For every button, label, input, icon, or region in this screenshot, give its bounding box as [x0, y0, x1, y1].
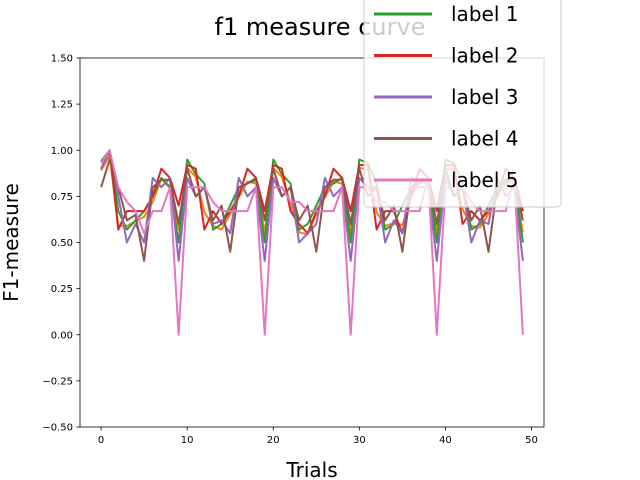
y-axis-ticks: −0.50 −0.25 0.00 0.25 0.50 0.75 1.00 1.25 1.50 [42, 54, 80, 434]
y-tick-label: −0.50 [42, 423, 73, 434]
x-tick-label: 10 [181, 435, 194, 446]
y-axis-label: F1-measure [0, 183, 23, 302]
y-tick-label: 1.50 [51, 54, 73, 65]
legend-box [363, 0, 562, 208]
legend-label-3: label 3 [451, 85, 518, 109]
y-tick-label: 1.25 [51, 100, 73, 111]
x-tick-label: 20 [267, 435, 280, 446]
y-tick-label: 1.00 [51, 146, 73, 157]
legend-label-5: label 5 [451, 168, 518, 192]
x-tick-label: 30 [353, 435, 366, 446]
x-tick-label: 50 [525, 435, 538, 446]
x-axis-ticks: 0 10 20 30 40 50 [98, 427, 538, 446]
x-tick-label: 0 [98, 435, 104, 446]
x-tick-label: 40 [439, 435, 452, 446]
legend-label-2: label 2 [451, 44, 518, 68]
y-tick-label: 0.75 [51, 192, 73, 203]
y-tick-label: −0.25 [42, 376, 73, 387]
legend-label-1: label 1 [451, 2, 518, 26]
legend: label 1 label 2 label 3 label 4 label 5 [363, 0, 562, 208]
legend-label-4: label 4 [451, 127, 518, 151]
y-tick-label: 0.00 [51, 330, 73, 341]
x-axis-label: Trials [285, 458, 337, 480]
y-tick-label: 0.25 [51, 284, 73, 295]
y-tick-label: 0.50 [51, 238, 73, 249]
